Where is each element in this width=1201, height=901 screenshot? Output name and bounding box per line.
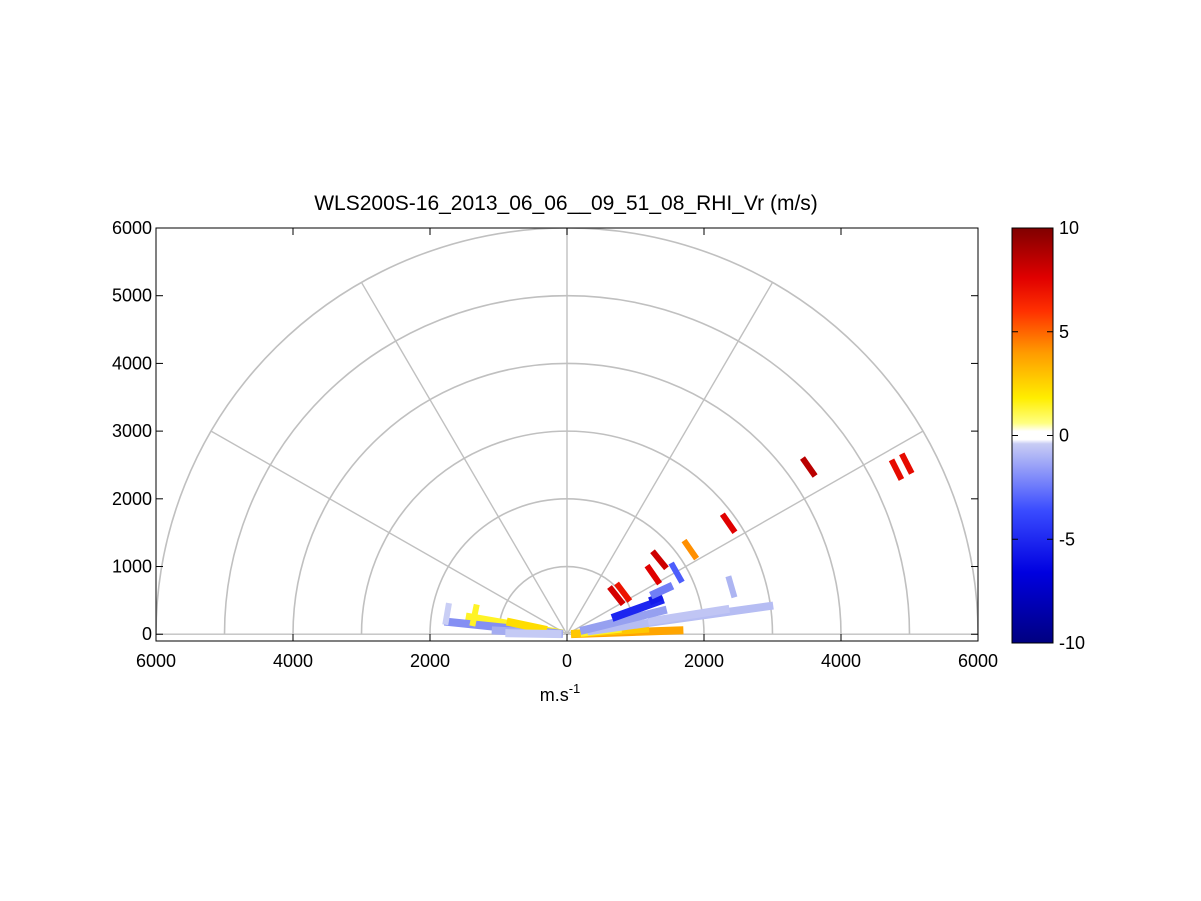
velocity-cell bbox=[614, 581, 633, 603]
colorbar bbox=[1011, 227, 1054, 644]
velocity-cell bbox=[719, 512, 738, 534]
angle-spoke bbox=[210, 430, 568, 635]
y-tick-label: 0 bbox=[142, 624, 152, 644]
angle-spoke bbox=[566, 282, 774, 635]
velocity-beam bbox=[647, 604, 730, 626]
velocity-cell bbox=[644, 563, 663, 586]
velocity-cell bbox=[888, 458, 905, 481]
x-tick-label: 0 bbox=[562, 651, 572, 671]
velocity-cell bbox=[899, 452, 915, 475]
y-axis: 0 1000 2000 3000 4000 5000 6000 bbox=[112, 218, 978, 644]
x-tick-label: 2000 bbox=[684, 651, 724, 671]
velocity-cell bbox=[668, 561, 685, 584]
x-tick-label: 4000 bbox=[821, 651, 861, 671]
angle-spoke bbox=[360, 282, 568, 635]
y-tick-label: 2000 bbox=[112, 489, 152, 509]
velocity-beam bbox=[505, 629, 562, 639]
velocity-cells bbox=[442, 452, 915, 627]
velocity-beam bbox=[505, 617, 548, 634]
x-tick-label: 4000 bbox=[273, 651, 313, 671]
x-tick-label: 2000 bbox=[410, 651, 450, 671]
velocity-beams bbox=[443, 581, 774, 639]
velocity-cell bbox=[442, 602, 452, 626]
velocity-beam bbox=[579, 605, 668, 635]
colorbar-ticks: 10 5 0 -5 -10 bbox=[1012, 218, 1085, 653]
y-tick-label: 4000 bbox=[112, 353, 152, 373]
y-tick-label: 1000 bbox=[112, 557, 152, 577]
velocity-cell bbox=[650, 549, 669, 571]
colorbar-tick-label: -10 bbox=[1059, 633, 1085, 653]
y-tick-label: 3000 bbox=[112, 421, 152, 441]
x-axis-label: m.s-1 bbox=[540, 681, 581, 705]
x-axis: 6000 4000 2000 0 2000 4000 6000 bbox=[136, 228, 998, 671]
colorbar-tick-label: 10 bbox=[1059, 218, 1079, 238]
x-tick-label: 6000 bbox=[136, 651, 176, 671]
velocity-beam bbox=[649, 581, 675, 600]
colorbar-tick-label: 0 bbox=[1059, 426, 1069, 446]
velocity-beam bbox=[648, 592, 664, 605]
velocity-cell bbox=[800, 456, 818, 478]
velocity-cell bbox=[607, 585, 626, 607]
chart-title: WLS200S-16_2013_06_06__09_51_08_RHI_Vr (… bbox=[314, 192, 818, 215]
x-tick-label: 6000 bbox=[958, 651, 998, 671]
velocity-cell bbox=[725, 575, 738, 599]
y-tick-label: 6000 bbox=[112, 218, 152, 238]
y-tick-label: 5000 bbox=[112, 286, 152, 306]
velocity-cell bbox=[681, 538, 700, 561]
colorbar-tick-label: 5 bbox=[1059, 322, 1069, 342]
colorbar-tick-label: -5 bbox=[1059, 529, 1075, 549]
velocity-cell bbox=[469, 603, 480, 627]
